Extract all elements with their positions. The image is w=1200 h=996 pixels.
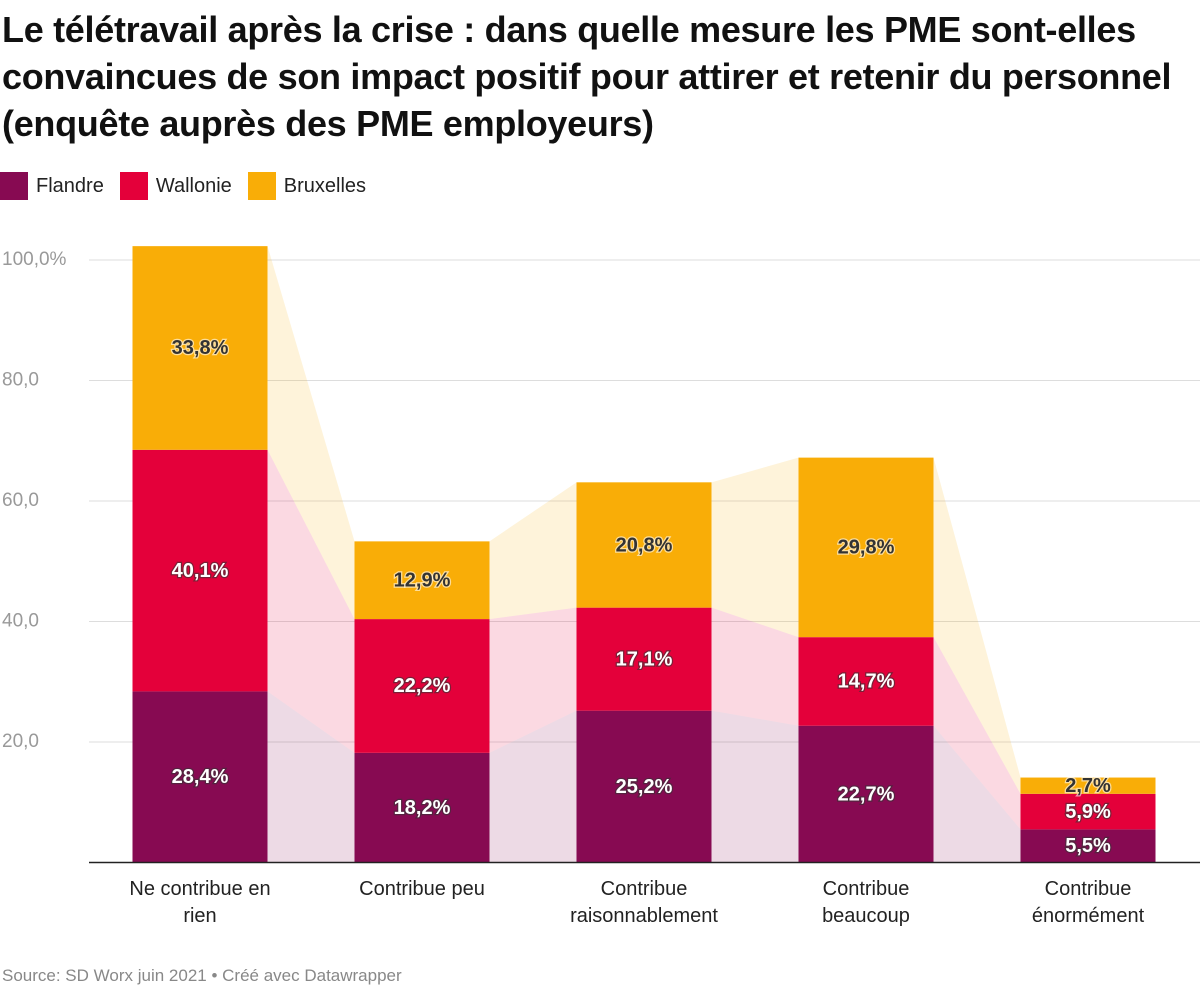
connector-area <box>933 637 1021 830</box>
value-label: 17,1% <box>616 648 673 670</box>
legend-item: Flandre <box>0 172 104 200</box>
value-label: 5,9% <box>1065 801 1111 823</box>
legend-label: Wallonie <box>155 174 232 197</box>
connector-area <box>267 449 355 753</box>
connector-area <box>267 246 355 620</box>
bar-segment <box>1020 777 1156 794</box>
bar-segment <box>132 449 268 692</box>
value-label: 25,2% <box>616 776 673 798</box>
y-tick-label: 60,0 <box>2 490 39 511</box>
connector-area <box>489 710 577 863</box>
connectors <box>267 246 1021 863</box>
legend-swatch <box>0 172 28 200</box>
value-label: 29,8% <box>838 537 895 559</box>
bar-segment <box>132 246 268 450</box>
legend: Flandre Wallonie Bruxelles <box>0 172 366 200</box>
legend-label: Flandre <box>36 174 104 197</box>
bar-segment <box>798 637 934 726</box>
bar-segment <box>798 457 934 638</box>
connector-area <box>933 457 1021 794</box>
bar-segment <box>798 725 934 863</box>
value-label: 18,2% <box>394 797 451 819</box>
value-label: 40,1% <box>172 560 229 582</box>
bar-segment <box>1020 829 1156 863</box>
connector-area <box>489 482 577 620</box>
legend-item: Wallonie <box>119 172 232 200</box>
value-labels: 28,4% 18,2% 25,2% 22,7% 5,5% 40,1% 22,2% 17,1% 1… <box>170 336 1112 858</box>
chart-title: Le télétravail après la crise : dans que… <box>2 9 1172 144</box>
value-label: 22,7% <box>838 783 895 805</box>
bar-segment <box>576 482 712 608</box>
y-tick-label: 80,0 <box>2 370 39 391</box>
connector-area <box>267 691 355 863</box>
connector-area <box>489 607 577 753</box>
y-tick-label: 40,0 <box>2 611 39 632</box>
value-label: 20,8% <box>616 534 673 556</box>
bar-segment <box>576 607 712 711</box>
x-tick-label: Contribue peu <box>359 878 485 900</box>
legend-item: Bruxelles <box>247 172 367 200</box>
bar-segment <box>1020 793 1156 830</box>
value-label: 2,7% <box>1065 775 1111 797</box>
y-tick-label: 20,0 <box>2 731 39 752</box>
x-tick-label: Ne contribue en rien <box>129 878 271 927</box>
bar-segment <box>354 619 490 753</box>
value-label: 33,8% <box>172 337 229 359</box>
bar-segment <box>354 541 490 620</box>
bars <box>132 246 1156 863</box>
connector-area <box>711 607 799 726</box>
x-tick-label: Contribue beaucoup <box>822 878 910 927</box>
value-label: 28,4% <box>172 766 229 788</box>
value-label: 5,5% <box>1065 835 1111 857</box>
x-tick-label: Contribue raisonnablement <box>570 878 718 927</box>
connector-area <box>711 710 799 863</box>
value-label: 14,7% <box>838 671 895 693</box>
legend-swatch <box>119 172 148 200</box>
bar-segment <box>576 710 712 863</box>
value-label: 12,9% <box>394 570 451 592</box>
value-label: 22,2% <box>394 675 451 697</box>
source: Source: SD Worx juin 2021 • Créé avec Da… <box>2 966 402 985</box>
bar-segment <box>132 691 268 863</box>
connector-area <box>933 725 1021 863</box>
bar-segment <box>354 752 490 863</box>
y-tick-label: 100,0% <box>2 249 67 270</box>
legend-swatch <box>247 172 276 200</box>
legend-label: Bruxelles <box>283 174 367 197</box>
connector-area <box>711 457 799 638</box>
x-tick-label: Contribue énormément <box>1031 878 1145 927</box>
